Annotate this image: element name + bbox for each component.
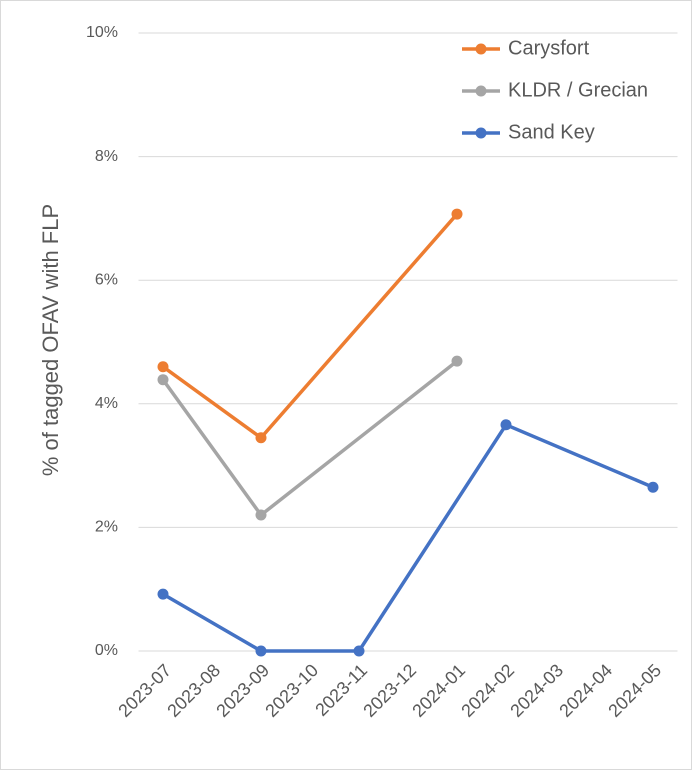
- data-point: [157, 374, 169, 386]
- data-point: [157, 361, 169, 373]
- data-point: [255, 432, 267, 444]
- legend-marker: [475, 43, 487, 55]
- legend-marker: [475, 127, 487, 139]
- y-tick-label: 10%: [86, 24, 118, 41]
- legend-label: Carysfort: [508, 37, 590, 59]
- data-point: [647, 481, 659, 493]
- y-tick-label: 4%: [95, 395, 118, 412]
- legend-label: Sand Key: [508, 121, 595, 143]
- data-point: [255, 509, 267, 521]
- data-point: [353, 645, 365, 657]
- y-tick-label: 0%: [95, 642, 118, 659]
- data-point: [451, 208, 463, 220]
- legend-label: KLDR / Grecian: [508, 79, 648, 101]
- y-axis-label: % of tagged OFAV with FLP: [38, 204, 63, 476]
- data-point: [255, 645, 267, 657]
- data-point: [451, 355, 463, 367]
- legend-marker: [475, 85, 487, 97]
- y-tick-label: 8%: [95, 148, 118, 165]
- y-tick-label: 2%: [95, 519, 118, 536]
- data-point: [157, 588, 169, 600]
- y-tick-label: 6%: [95, 271, 118, 288]
- data-point: [500, 419, 512, 431]
